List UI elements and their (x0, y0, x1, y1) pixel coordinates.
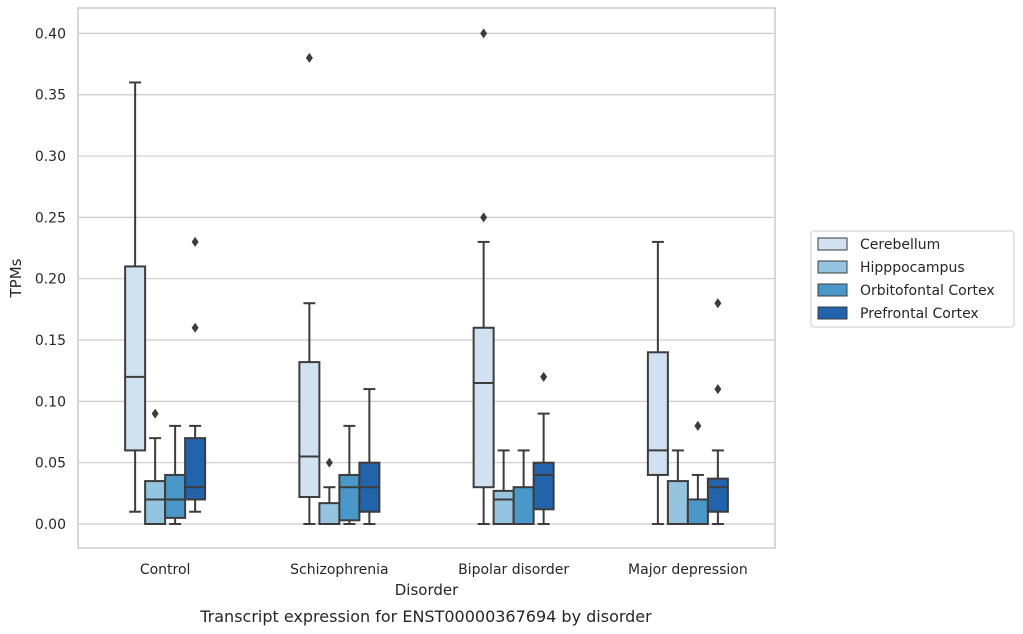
box-group (124, 81, 147, 513)
y-tick-label: 0.25 (35, 210, 66, 226)
x-tick-label: Schizophrenia (290, 562, 388, 578)
box-group (706, 298, 729, 525)
outlier-point (714, 384, 722, 395)
box-rect (646, 351, 669, 476)
y-tick-label: 0.05 (35, 456, 66, 472)
legend-label: Prefrontal Cortex (860, 306, 979, 322)
box-group (472, 28, 495, 525)
box-group (298, 52, 321, 525)
box-rect (472, 326, 495, 489)
legend-swatch (817, 260, 848, 274)
box-group (492, 449, 515, 525)
x-axis-label: Disorder (395, 581, 459, 599)
box-rect (666, 480, 689, 526)
y-tick-label: 0.30 (35, 149, 66, 165)
y-axis-label: TPMs (7, 258, 25, 298)
y-tick-label: 0.00 (35, 517, 66, 533)
chart-caption: Transcript expression for ENST0000036769… (199, 607, 652, 626)
box-rect (532, 461, 555, 511)
box-rect (164, 473, 187, 519)
y-tick-label: 0.20 (35, 272, 66, 288)
box-group (318, 457, 341, 526)
y-tick-label: 0.10 (35, 394, 66, 410)
legend-swatch (817, 306, 848, 320)
outlier-point (151, 408, 159, 419)
box-rect (686, 498, 709, 526)
box-rect (144, 480, 167, 526)
box-rect (318, 502, 341, 526)
box-group (646, 240, 669, 525)
y-tick-label: 0.35 (35, 88, 66, 104)
outlier-point (305, 52, 313, 63)
box-group (144, 408, 167, 526)
outlier-point (694, 420, 702, 431)
legend-swatch (817, 237, 848, 251)
box-group (532, 371, 555, 525)
x-tick-label: Major depression (628, 562, 748, 578)
legend-label: Hipppocampus (860, 260, 965, 276)
box-rect (706, 477, 729, 513)
box-group (358, 388, 381, 525)
legend: Cerebellum Hipppocampus Orbitofontal Corte… (810, 230, 1015, 328)
x-tick-label: Control (140, 562, 191, 578)
gridlines (78, 32, 775, 525)
boxes (124, 28, 729, 526)
y-axis-ticks: 0.00 0.05 0.10 0.15 0.20 0.25 0.30 0.35 0.40 (35, 26, 66, 533)
box-rect (124, 265, 147, 452)
legend-swatch (817, 283, 848, 297)
outlier-point (191, 236, 199, 247)
legend-label: Orbitofontal Cortex (860, 283, 995, 299)
box-rect (492, 489, 515, 525)
x-axis-ticks: Control Schizophrenia Bipolar disorder Majo… (140, 562, 748, 578)
box-group (666, 449, 689, 526)
outlier-point (480, 28, 488, 39)
box-group (164, 424, 187, 525)
outlier-point (714, 298, 722, 309)
plot-frame (77, 7, 776, 549)
outlier-point (191, 322, 199, 333)
outlier-point (480, 212, 488, 223)
box-rect (184, 437, 207, 501)
box-rect (512, 486, 535, 525)
x-tick-label: Bipolar disorder (458, 562, 569, 578)
y-tick-label: 0.40 (35, 26, 66, 42)
box-rect (338, 473, 361, 522)
box-group (184, 236, 207, 513)
legend-box (810, 230, 1015, 328)
outlier-point (325, 457, 333, 468)
y-tick-label: 0.15 (35, 333, 66, 349)
outlier-point (540, 371, 548, 382)
legend-label: Cerebellum (860, 237, 940, 253)
box-rect (298, 361, 321, 499)
